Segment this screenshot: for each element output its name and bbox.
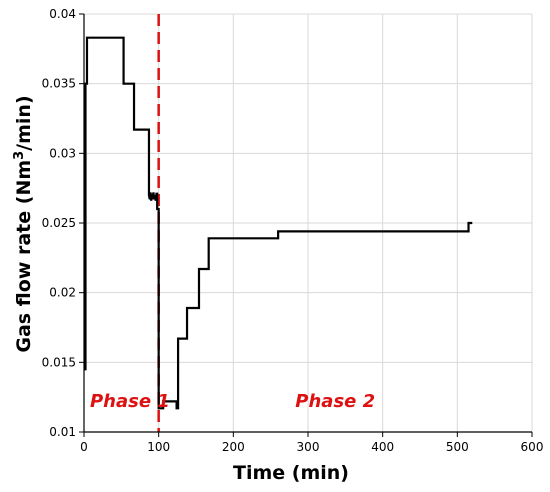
y-tick-label: 0.025 [42, 216, 76, 230]
x-tick-label: 600 [521, 440, 544, 454]
x-axis-title: Time (min) [233, 462, 349, 484]
phase-annotation-label: Phase 2 [295, 391, 375, 412]
y-tick-label: 0.02 [49, 286, 76, 300]
y-axis-title-main: Gas flow rate (Nm [13, 160, 35, 353]
x-tick-label: 300 [297, 440, 320, 454]
axes [79, 13, 533, 437]
y-tick-label: 0.03 [49, 146, 76, 160]
tick-labels: 0 100 200 300 400 500 600 0.01 0.015 0.02 0.025 0.0… [42, 7, 544, 454]
series-line [84, 36, 473, 410]
x-tick-label: 200 [222, 440, 245, 454]
x-tick-label: 400 [371, 440, 394, 454]
x-tick-label: 0 [80, 440, 88, 454]
y-axis-title-tail: /min) [13, 95, 35, 150]
series-line-group [84, 36, 473, 410]
phase-annotation-label: Phase 1 [90, 391, 170, 412]
y-tick-label: 0.04 [49, 7, 76, 21]
y-tick-label: 0.035 [42, 77, 76, 91]
x-tick-label: 500 [446, 440, 469, 454]
y-axis-title: Gas flow rate (Nm3/min) [12, 95, 35, 352]
x-tick-label: 100 [147, 440, 170, 454]
phase-annotations: Phase 1 Phase 2 [90, 391, 375, 412]
grid [84, 13, 533, 432]
y-tick-label: 0.01 [49, 425, 76, 439]
y-tick-label: 0.015 [42, 355, 76, 369]
y-axis-title-superscript: 3 [12, 151, 27, 160]
